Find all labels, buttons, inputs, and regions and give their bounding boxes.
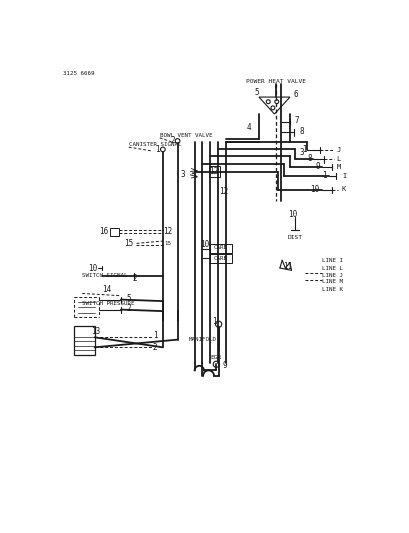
Text: 6: 6 [292,90,297,99]
Text: 12: 12 [162,227,172,236]
Bar [74,326,94,355]
Text: 3: 3 [299,148,303,157]
Text: K: K [341,187,345,192]
Bar [209,166,220,177]
Text: 8: 8 [299,127,303,136]
Text: 11: 11 [282,262,292,271]
Text: 2: 2 [153,343,157,352]
Text: 15: 15 [124,239,133,248]
Text: 3125 6669: 3125 6669 [63,71,94,76]
Text: 9: 9 [222,360,227,369]
Text: 1: 1 [153,332,157,340]
Text: SWITCH PRESSURE: SWITCH PRESSURE [82,301,135,306]
Text: 10: 10 [309,185,319,194]
Text: LINE J: LINE J [322,273,343,278]
Text: J: J [336,147,340,153]
Text: CANISTER SIGNAL: CANISTER SIGNAL [128,142,181,147]
Text: LINE K: LINE K [322,287,343,292]
Text: LINE L: LINE L [322,265,343,271]
Bar [110,228,119,236]
Bar [210,254,231,263]
Text: 16: 16 [99,227,108,236]
Text: BOWL VENT VALVE: BOWL VENT VALVE [160,133,212,138]
Text: 1: 1 [155,145,160,154]
Text: SWITCH SIGNAL: SWITCH SIGNAL [82,273,128,278]
Text: 12: 12 [219,187,228,196]
Text: DIST: DIST [287,235,302,240]
Bar [210,244,231,253]
Text: 10: 10 [88,263,97,272]
Text: 12: 12 [209,167,218,176]
Text: 2: 2 [126,304,131,313]
Text: 2: 2 [133,273,137,282]
Text: 2: 2 [170,136,175,146]
Text: 7: 7 [294,116,299,125]
Text: LINE M: LINE M [322,279,343,285]
Text: 15: 15 [164,241,171,246]
Text: 1: 1 [322,171,326,180]
Text: M: M [336,164,340,170]
Text: 4: 4 [246,123,251,132]
Text: POWER HEAT VALVE: POWER HEAT VALVE [245,79,305,84]
Text: 9: 9 [315,162,319,171]
Text: EGR: EGR [210,355,221,360]
Text: 8: 8 [306,154,311,163]
Text: 1: 1 [301,145,306,154]
Text: 14: 14 [102,285,111,294]
Text: I: I [341,173,345,179]
Text: 5: 5 [126,294,131,303]
Text: 10: 10 [288,209,297,219]
Text: 5: 5 [254,88,258,97]
Text: MANIFOLD: MANIFOLD [188,337,216,342]
Text: CARB: CARB [213,255,227,261]
Text: 3: 3 [180,169,185,179]
Text: LINE I: LINE I [322,258,343,263]
Text: 10: 10 [200,240,209,249]
Text: 13: 13 [91,327,101,336]
Text: CARB: CARB [213,246,227,251]
Text: 1: 1 [211,318,216,326]
Text: L: L [336,157,340,163]
